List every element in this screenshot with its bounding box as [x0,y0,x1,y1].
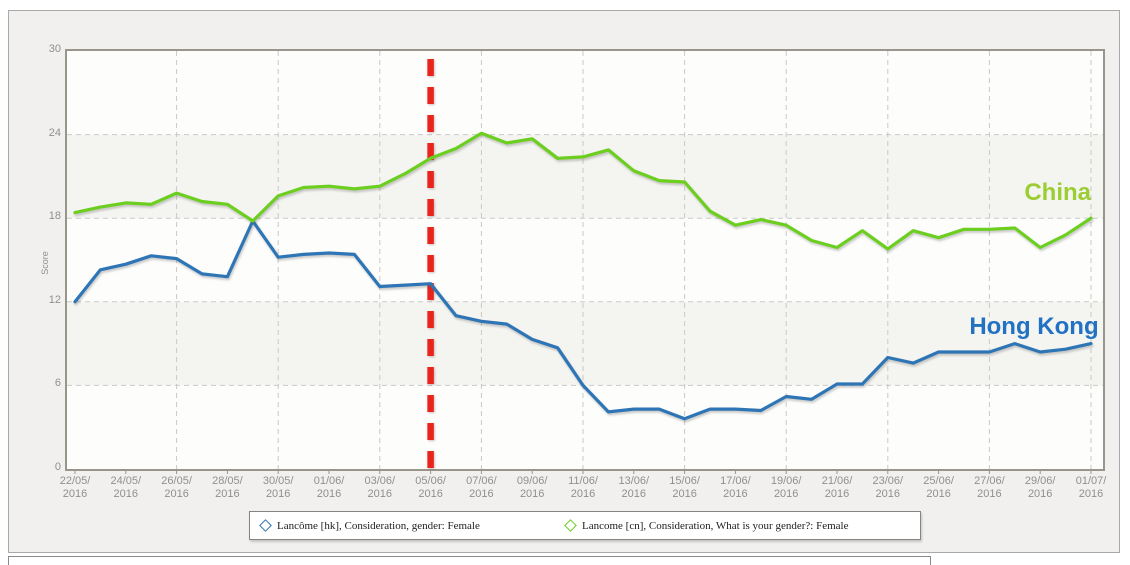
x-tick-label-07-06: 07/06/ 2016 [466,475,497,500]
x-tick-label-01-06: 01/06/ 2016 [313,475,345,500]
x-tick-label-21-06: 21/06/ 2016 [821,475,853,500]
chart-canvas: China Hong Kong [67,51,1103,474]
plot-area: China Hong Kong [65,49,1105,474]
hk-diamond-marker-icon [259,519,272,532]
series-line-hk[interactable] [73,219,1093,421]
legend-label-hk: Lancôme [hk], Consideration, gender: Fem… [277,519,480,532]
x-tick-label-24-05: 24/05/ 2016 [110,475,142,500]
x-tick-label-23-06: 23/06/ 2016 [872,475,904,500]
x-tick-label-26-05: 26/05/ 2016 [161,475,192,500]
cn-diamond-marker-icon [564,519,577,532]
y-tick-label-30: 30 [48,43,61,55]
x-tick-label-13-06: 13/06/ 2016 [618,475,650,500]
x-tick-label-22-05: 22/05/ 2016 [59,475,91,500]
x-tick-label-27-06: 27/06/ 2016 [974,475,1005,500]
x-tick-label-09-06: 09/06/ 2016 [516,475,548,500]
y-tick-label-6: 6 [54,377,61,390]
annotation-china: China [1024,179,1091,206]
x-tick-label-19-06: 19/06/ 2016 [770,475,802,500]
legend-label-cn: Lancome [cn], Consideration, What is you… [582,519,849,532]
next-panel-top-edge [8,556,931,565]
x-tick-label-17-06: 17/06/ 2016 [720,475,751,500]
x-tick-label-15-06: 15/06/ 2016 [669,475,700,500]
x-tick-label-03-06: 03/06/ 2016 [364,475,396,500]
x-tick-label-05-06: 05/06/ 2016 [415,475,446,500]
y-tick-label-12: 12 [48,293,61,306]
x-tick-label-28-05: 28/05/ 2016 [212,475,243,500]
y-tick-label-24: 24 [48,126,61,139]
chart-panel: Score 0 6 12 18 24 30 China Hong Kong 22/05/ 2… [8,10,1120,553]
x-tick-label-11-06: 11/06/ 2016 [568,475,598,500]
x-tick-label-29-06: 29/06/ 2016 [1024,475,1056,500]
plot-band [67,134,1103,219]
chart-legend: Lancôme [hk], Consideration, gender: Fem… [249,511,921,540]
annotation-hong-kong: Hong Kong [969,313,1098,340]
legend-item-cn[interactable]: Lancome [cn], Consideration, What is you… [564,512,849,539]
plot-band [67,301,1103,386]
x-tick-label-25-06: 25/06/ 2016 [923,475,954,500]
legend-item-hk[interactable]: Lancôme [hk], Consideration, gender: Fem… [259,512,480,539]
x-tick-label-01-07: 01/07/ 2016 [1075,475,1107,500]
y-axis-title: Score [40,251,50,275]
x-tick-label-30-05: 30/05/ 2016 [262,475,294,500]
y-tick-label-18: 18 [48,210,61,223]
series-line-cn[interactable] [73,131,1093,251]
y-tick-label-0: 0 [54,461,61,473]
